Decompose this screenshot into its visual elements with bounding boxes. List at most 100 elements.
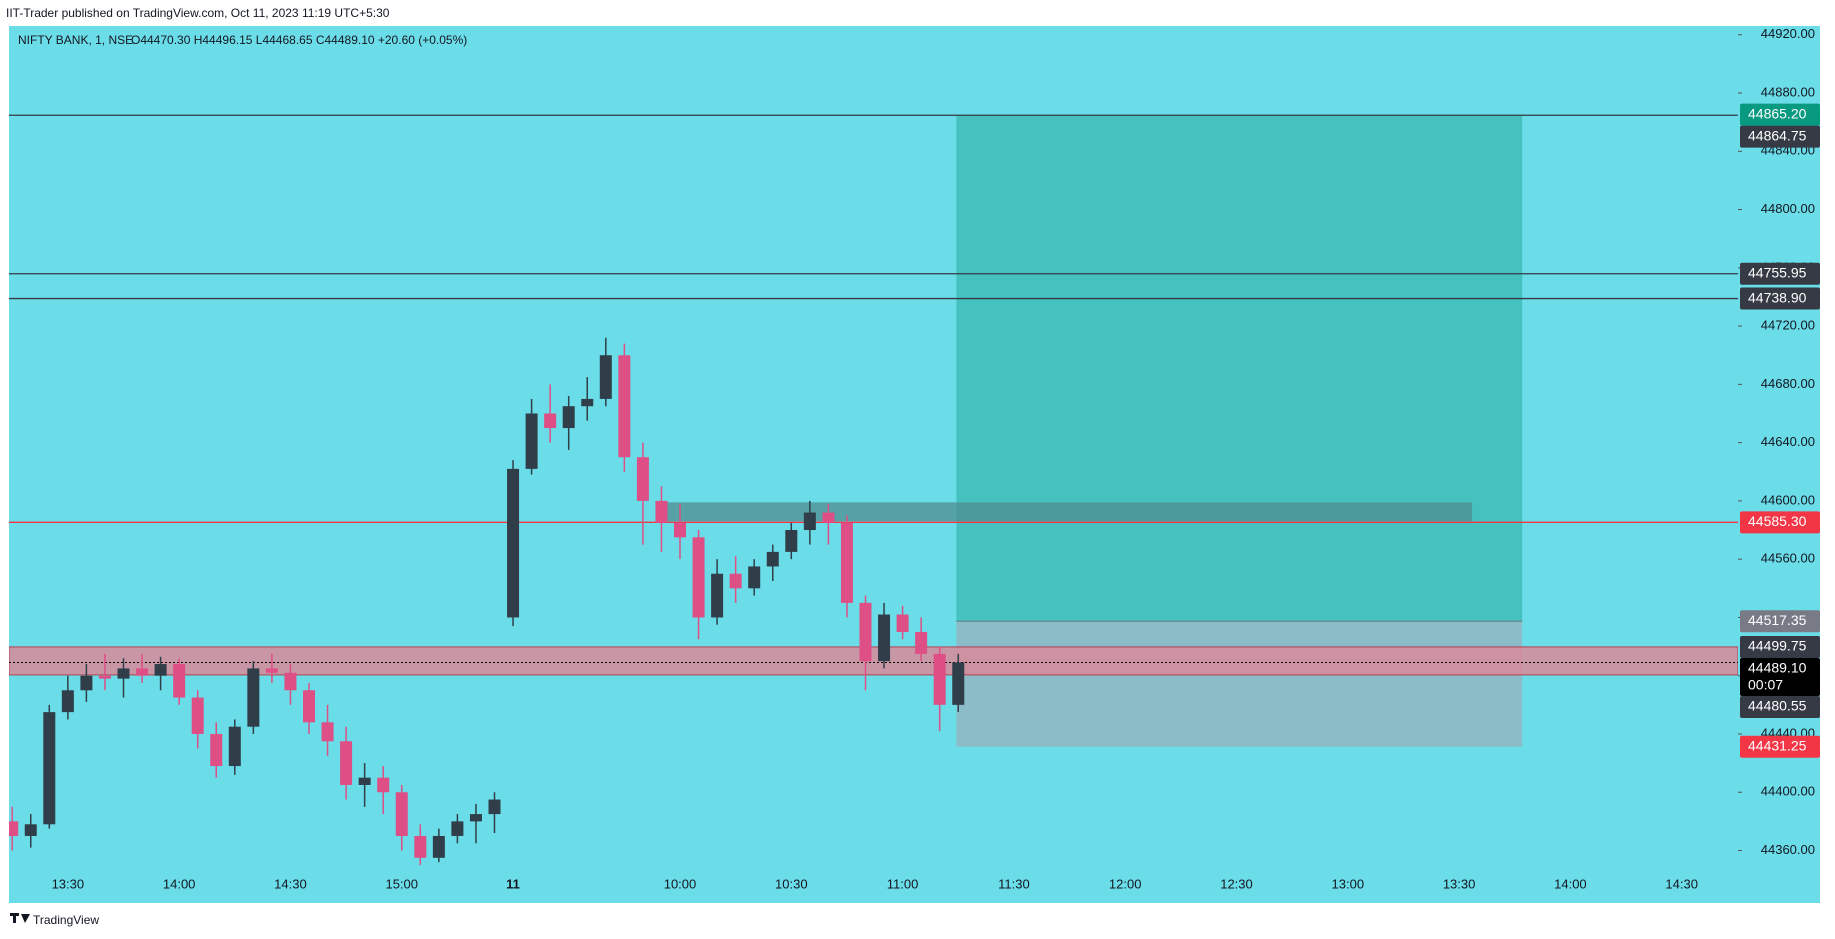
price-label-box [1740, 735, 1820, 758]
candle-body [618, 355, 631, 458]
candle-body [377, 777, 390, 793]
candle-body [9, 821, 19, 836]
price-axis: 44360.0044400.0044440.0044480.0044520.00… [1738, 26, 1820, 857]
x-tick-label: 12:30 [1220, 876, 1253, 891]
plot-area [9, 114, 1738, 866]
x-tick-label: 12:00 [1109, 876, 1142, 891]
supply-box [665, 502, 1473, 522]
candle-body [358, 777, 371, 785]
candle-body [43, 712, 56, 825]
candle-body [414, 835, 427, 858]
price-label: 44517.35 [1748, 612, 1807, 628]
candle-body [711, 573, 724, 618]
y-tick-label: 44360.00 [1761, 842, 1815, 857]
candle-body [98, 675, 111, 679]
x-tick-label: 10:00 [664, 876, 697, 891]
candle-body [191, 697, 204, 734]
candle-body [729, 573, 742, 589]
y-tick-label: 44920.00 [1761, 26, 1815, 41]
candle-body [451, 821, 464, 836]
price-label-box [1740, 125, 1820, 148]
candle-body [80, 675, 93, 691]
candle-body [599, 355, 612, 399]
y-tick-label: 44640.00 [1761, 434, 1815, 449]
candle-body [933, 653, 946, 705]
price-label: 44431.25 [1748, 737, 1807, 753]
x-tick-label: 11:00 [887, 876, 919, 891]
candle-body [655, 500, 668, 523]
y-tick-label: 44400.00 [1761, 784, 1815, 799]
candle-body [766, 551, 779, 567]
x-tick-label: 13:30 [52, 876, 85, 891]
candle-body [562, 406, 575, 429]
candle-body [952, 662, 965, 705]
price-label: 44755.95 [1748, 264, 1807, 280]
candle-body [395, 792, 408, 836]
y-tick-label: 44880.00 [1761, 84, 1815, 99]
price-label-box [1740, 610, 1820, 633]
price-label-box [1740, 657, 1820, 696]
price-label-box [1740, 635, 1820, 658]
candle-body [785, 530, 798, 552]
x-tick-label: 15:00 [385, 876, 418, 891]
publisher: IIT-Trader published on TradingView.com,… [6, 6, 390, 20]
profit-zone [956, 115, 1523, 622]
candle-body [636, 457, 649, 501]
candle-body [247, 668, 260, 727]
demand-zone [9, 646, 1738, 676]
candle-body [878, 614, 891, 662]
candle-body [303, 690, 315, 723]
x-tick-label: 14:00 [1554, 876, 1587, 891]
candle-body [340, 741, 353, 785]
candle-body [173, 664, 186, 698]
y-tick-label: 44680.00 [1761, 376, 1815, 391]
chart-background [9, 26, 1820, 903]
x-tick-label: 13:30 [1443, 876, 1476, 891]
countdown: 00:07 [1748, 677, 1783, 693]
x-tick-label: 13:00 [1332, 876, 1365, 891]
candle-body [117, 668, 130, 679]
x-tick-label: 10:30 [775, 876, 808, 891]
candle-body [840, 522, 853, 603]
price-label: 44585.30 [1748, 513, 1807, 529]
candle-body [432, 835, 445, 858]
candle-body [581, 398, 594, 407]
symbol-title: NIFTY BANK, 1, NSE [18, 33, 133, 47]
candle-body [24, 824, 37, 836]
candle-body [265, 668, 278, 673]
price-label-box [1740, 262, 1820, 285]
candle-body [859, 602, 872, 662]
price-label-box [1740, 287, 1820, 310]
loss-zone [956, 621, 1523, 747]
candle-body [748, 566, 761, 589]
candle-body [544, 413, 557, 429]
brand: TradingView [33, 913, 99, 927]
logo [10, 913, 30, 923]
y-tick-label: 44720.00 [1761, 318, 1815, 333]
price-label-box [1740, 695, 1820, 718]
candle-body [284, 672, 297, 691]
candle-body [803, 512, 816, 531]
candle-body [321, 722, 334, 742]
price-label: 44738.90 [1748, 289, 1807, 305]
price-label: 44499.75 [1748, 638, 1807, 654]
candle-body [692, 537, 705, 618]
candle-body [228, 726, 241, 767]
candle-body [469, 814, 482, 822]
candle-body [136, 668, 149, 676]
candle-body [822, 512, 835, 523]
price-label: 44865.20 [1748, 105, 1807, 121]
candle-body [488, 799, 501, 815]
price-label-box [1740, 511, 1820, 534]
price-label: 44480.55 [1748, 698, 1807, 714]
x-tick-label: 14:30 [274, 876, 307, 891]
candle-body [674, 522, 686, 538]
x-tick-label: 14:30 [1665, 876, 1698, 891]
price-label-box [1740, 103, 1820, 126]
price-label: 44489.10 [1748, 660, 1807, 676]
y-tick-label: 44560.00 [1761, 551, 1815, 566]
y-tick-label: 44600.00 [1761, 492, 1815, 507]
price-label: 44864.75 [1748, 127, 1807, 143]
